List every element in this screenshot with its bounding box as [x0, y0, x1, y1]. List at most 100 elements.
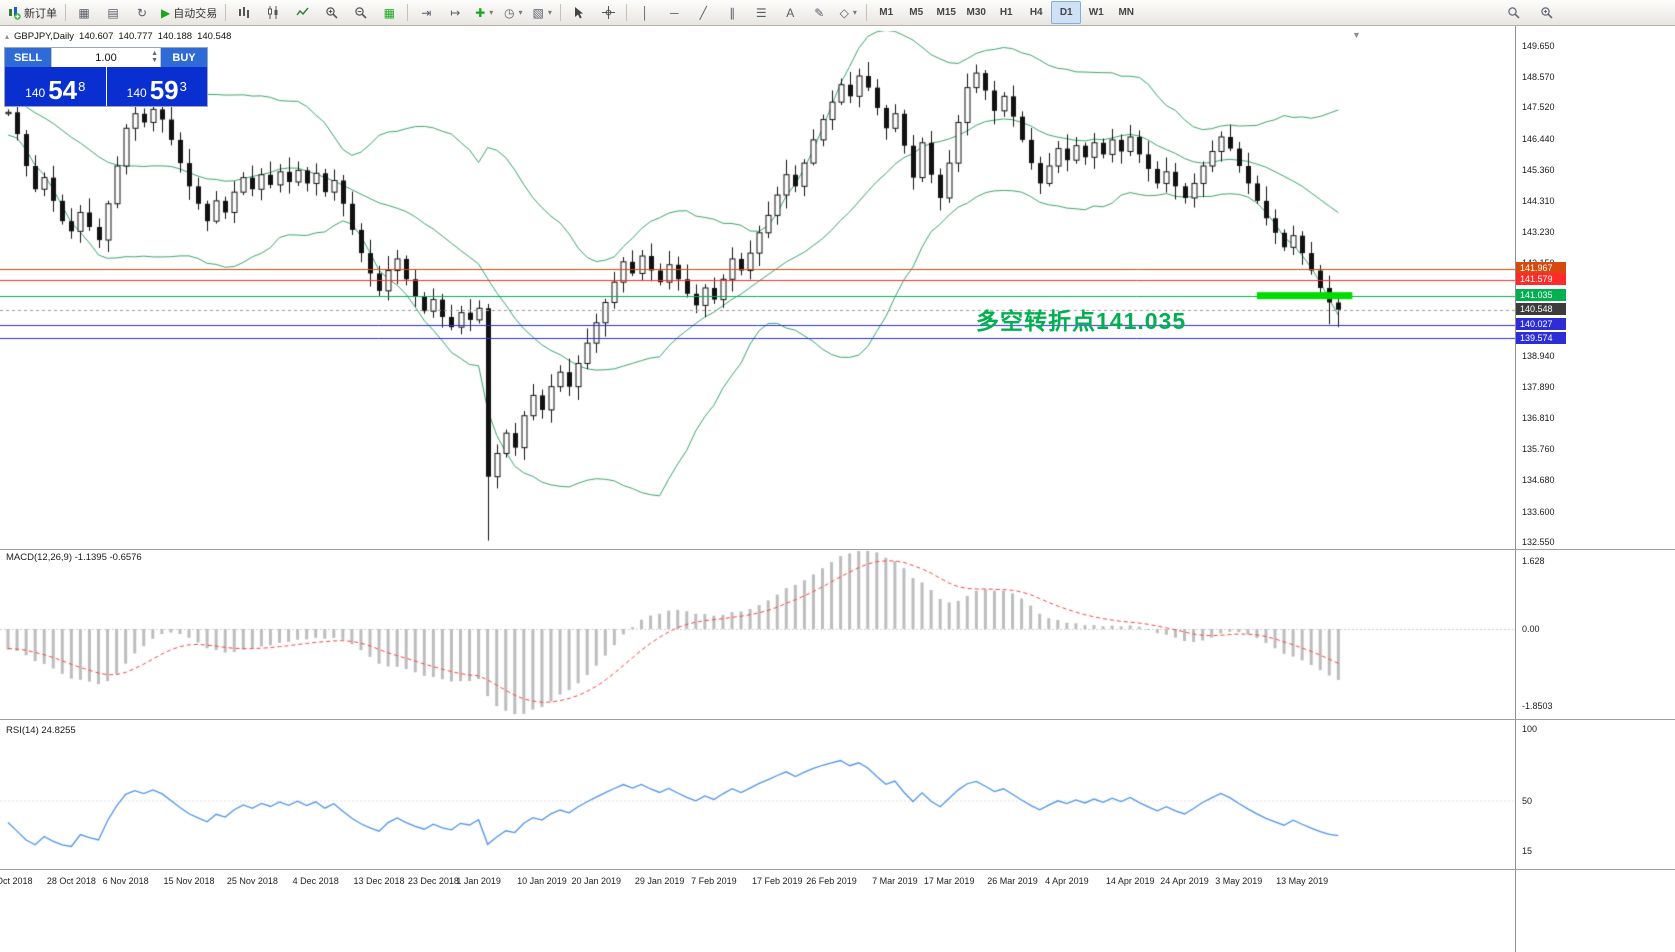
timeframe-mn-button[interactable]: MN — [1118, 7, 1135, 18]
sell-button[interactable]: SELL — [5, 48, 51, 67]
horizontal-line-button[interactable]: ─ — [660, 1, 688, 24]
fibonacci-button[interactable]: ☰ — [747, 1, 775, 24]
chevron-down-icon: ▾ — [518, 8, 523, 17]
template-icon: ▧ — [532, 5, 544, 20]
periods-button[interactable]: ◷ ▾ — [499, 1, 527, 24]
price-tick: 149.650 — [1522, 40, 1555, 51]
data-window-button[interactable]: ▤ — [99, 1, 127, 24]
cursor-icon — [575, 7, 584, 19]
sell-price-prefix: 140 — [25, 86, 46, 100]
date-label: 17 Feb 2019 — [751, 876, 803, 886]
date-label: 23 Dec 2018 — [407, 876, 459, 886]
chart-shift-button[interactable]: ↦ — [441, 1, 469, 24]
date-label: 29 Jan 2019 — [634, 876, 685, 886]
date-label: 24 Apr 2019 — [1160, 876, 1209, 886]
clock-icon: ◷ — [503, 5, 515, 20]
macd-tick: 1.628 — [1522, 556, 1545, 567]
trendline-button[interactable]: ╱ — [689, 1, 717, 24]
zoom-out-button[interactable] — [346, 1, 374, 24]
macd-tick: 0.00 — [1522, 624, 1540, 634]
tile-windows-button[interactable]: ▦ — [375, 1, 403, 24]
search-icon — [1507, 7, 1520, 19]
price-tag: 139.574 — [1516, 331, 1566, 344]
zoom-out-icon — [355, 7, 367, 19]
sell-price-display[interactable]: 140 54 8 — [5, 67, 106, 106]
crosshair-button[interactable] — [594, 1, 622, 24]
market-watch-button[interactable]: ▦ — [70, 1, 98, 24]
open-value: 140.607 — [79, 31, 114, 42]
price-tag: 140.548 — [1516, 303, 1566, 316]
date-label: 4 Apr 2019 — [1045, 876, 1089, 886]
timeframe-m5-button[interactable]: M5 — [909, 7, 924, 18]
buy-button[interactable]: BUY — [161, 48, 207, 67]
timeframe-group: M1 M5 M15 M30 H1 H4 D1 W1 MN — [871, 1, 1141, 24]
price-tick: 133.600 — [1522, 506, 1555, 517]
timeframe-m30-button[interactable]: M30 — [966, 7, 986, 18]
date-label: 10 Jan 2019 — [517, 876, 567, 886]
market-watch-icon: ▦ — [78, 5, 90, 20]
symbol-search-icon — [1540, 7, 1553, 19]
bar-chart-button[interactable] — [230, 1, 258, 24]
timeframe-m1-button[interactable]: M1 — [879, 7, 894, 18]
line-chart-button[interactable] — [288, 1, 316, 24]
vertical-line-button[interactable]: │ — [631, 1, 659, 24]
collapse-icon[interactable]: ▴ — [5, 32, 10, 41]
templates-button[interactable]: ▧ ▾ — [528, 1, 556, 24]
candlestick-chart-button[interactable] — [259, 1, 287, 24]
date-label: 4 Dec 2018 — [292, 876, 339, 886]
buy-price-display[interactable]: 140 59 3 — [106, 67, 207, 106]
price-tick: 147.520 — [1522, 102, 1555, 113]
date-label: 1 Jan 2019 — [456, 876, 501, 886]
timeframe-w1-button[interactable]: W1 — [1088, 7, 1104, 18]
horizontal-line-icon: ─ — [669, 5, 679, 20]
autotrading-button[interactable]: ▶ 自动交易 — [157, 1, 221, 24]
shapes-button[interactable]: ◇ ▾ — [834, 1, 862, 24]
zoom-in-button[interactable] — [317, 1, 345, 24]
sell-price-sup: 8 — [78, 79, 86, 94]
pane-separator[interactable] — [0, 719, 1675, 720]
price-axis[interactable]: 149.650 148.570 147.520 146.440 145.360 144.3… — [1515, 26, 1675, 952]
price-tick: 148.570 — [1522, 71, 1555, 82]
price-tag: 140.027 — [1516, 318, 1566, 331]
high-value: 140.777 — [118, 31, 153, 42]
channel-button[interactable]: ∥ — [718, 1, 746, 24]
volume-input[interactable]: 1.00 ▲ ▼ — [51, 48, 161, 67]
pane-separator[interactable] — [0, 549, 1675, 550]
new-order-button[interactable]: 新订单 — [3, 1, 61, 24]
chart-canvas[interactable] — [0, 26, 1515, 952]
timeframe-h1-button[interactable]: H1 — [999, 7, 1013, 18]
price-tick: 136.810 — [1522, 413, 1555, 424]
label-tool-button[interactable]: ✎ — [805, 1, 833, 24]
text-tool-button[interactable]: A — [776, 1, 804, 24]
date-label: 13 Dec 2018 — [353, 876, 405, 886]
date-label: 6 Nov 2018 — [102, 876, 149, 886]
candlestick-chart-icon — [267, 6, 278, 19]
pane-separator[interactable] — [0, 869, 1675, 870]
stepper-up-icon[interactable]: ▲ — [151, 50, 158, 57]
sell-price-big: 54 — [48, 75, 78, 105]
date-label: 14 Apr 2019 — [1105, 876, 1155, 886]
date-label: 3 May 2019 — [1215, 876, 1263, 886]
date-label: 28 Oct 2018 — [46, 876, 96, 886]
auto-scroll-button[interactable]: ⇥ — [412, 1, 440, 24]
chart-shift-icon: ↦ — [450, 5, 461, 20]
close-value: 140.548 — [197, 31, 232, 42]
date-axis[interactable]: 18 Oct 2018 28 Oct 2018 6 Nov 2018 15 Nov 2… — [0, 872, 1515, 890]
cursor-button[interactable] — [565, 1, 593, 24]
symbol-search-button[interactable] — [1532, 1, 1560, 24]
date-label: 25 Nov 2018 — [226, 876, 278, 886]
stepper-down-icon[interactable]: ▼ — [151, 57, 158, 64]
ohlc-header: ▴ GBPJPY,Daily 140.607 140.777 140.188 1… — [5, 31, 231, 42]
turning-point-annotation[interactable]: 多空转折点141.035 — [976, 308, 1187, 334]
indicators-button[interactable]: ✚ ▾ — [470, 1, 498, 24]
price-tick: 145.360 — [1522, 165, 1555, 176]
search-button[interactable] — [1499, 1, 1527, 24]
rsi-tick: 15 — [1522, 846, 1533, 857]
chart-shift-marker-icon[interactable]: ▼ — [1352, 30, 1361, 40]
refresh-button[interactable]: ↻ — [128, 1, 156, 24]
timeframe-m15-button[interactable]: M15 — [936, 7, 956, 18]
volume-stepper[interactable]: ▲ ▼ — [151, 50, 158, 64]
buy-price-big: 59 — [149, 75, 179, 105]
timeframe-h4-button[interactable]: H4 — [1029, 7, 1043, 18]
timeframe-d1-button[interactable]: D1 — [1051, 1, 1082, 24]
